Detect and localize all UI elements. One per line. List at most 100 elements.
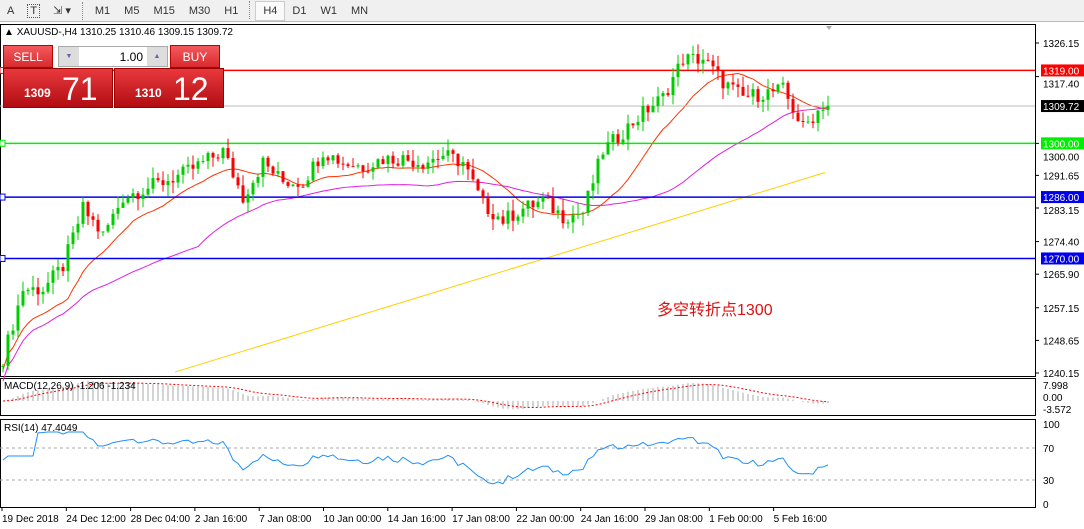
candle-body <box>791 98 795 113</box>
candle-body <box>186 164 190 167</box>
buy-price-pips: 12 <box>173 71 209 107</box>
candle-body <box>456 153 460 167</box>
chart-annotation: 多空转折点1300 <box>657 302 773 319</box>
timeframe-h4[interactable]: H4 <box>255 0 286 21</box>
candle-body <box>341 163 345 165</box>
candle-body <box>36 287 40 295</box>
candle-body <box>636 121 640 126</box>
sell-button[interactable]: SELL <box>3 45 53 68</box>
separator <box>249 0 251 19</box>
candle-body <box>596 158 600 184</box>
candle-body <box>496 216 500 220</box>
candle-body <box>251 182 255 195</box>
timeframe-m15[interactable]: M15 <box>153 4 175 17</box>
sell-price-button[interactable]: 1309 71 <box>3 68 113 108</box>
x-tick-label: 24 Dec 12:00 <box>66 514 126 525</box>
candle-body <box>726 82 730 89</box>
candle-body <box>31 287 35 290</box>
candle-body <box>286 182 290 186</box>
candle-body <box>381 159 385 165</box>
timeframe-d1[interactable]: D1 <box>292 4 307 17</box>
lots-decrease-button[interactable]: ▼ <box>59 47 79 66</box>
price-chart[interactable]: 1326.15 1317.40 1300.00 1291.65 1283.15 1274.… <box>0 23 1084 529</box>
candle-body <box>471 169 475 180</box>
candle-body <box>811 121 815 123</box>
candle-body <box>631 123 635 126</box>
candle-body <box>411 160 415 167</box>
y-tick-label: 1248.65 <box>1043 336 1080 347</box>
arrows-tool-icon[interactable]: ⇲ ▾ <box>53 5 71 17</box>
timeframe-w1[interactable]: W1 <box>320 4 337 17</box>
y-tick-label: 1291.65 <box>1043 171 1080 182</box>
candle-body <box>676 63 680 78</box>
candle-body <box>101 231 105 233</box>
level-handle <box>0 254 6 262</box>
candle-body <box>651 105 655 113</box>
macd-panel-frame <box>0 378 1036 416</box>
candle-body <box>291 184 295 186</box>
x-tick-label: 1 Feb 00:00 <box>709 514 763 525</box>
lots-increase-button[interactable]: ▲ <box>147 47 167 66</box>
buy-button[interactable]: BUY <box>170 45 220 68</box>
text-tool-button[interactable]: A <box>7 4 15 17</box>
candle-body <box>531 200 535 208</box>
candle-body <box>766 89 770 100</box>
candle-body <box>226 148 230 158</box>
level-label-bg <box>1041 252 1084 265</box>
lots-input[interactable]: 1.00 <box>119 50 143 64</box>
current-price-label: 1309.72 <box>1043 102 1080 113</box>
candle-body <box>446 150 450 156</box>
x-tick-label: 19 Dec 2018 <box>2 514 59 525</box>
candle-body <box>271 166 275 174</box>
candle-body <box>616 134 620 143</box>
candle-body <box>546 197 550 199</box>
candle-body <box>126 197 130 203</box>
timeframe-h1[interactable]: H1 <box>224 4 239 17</box>
candle-body <box>516 216 520 221</box>
candle-body <box>1 365 5 367</box>
timeframe-m5[interactable]: M5 <box>124 4 140 17</box>
fast-moving-average <box>2 73 829 370</box>
macd-tick-label: 0.00 <box>1043 393 1063 404</box>
candle-body <box>661 93 665 97</box>
candle-body <box>721 70 725 89</box>
candle-body <box>746 95 750 97</box>
lots-stepper[interactable]: ▼ 1.00 ▲ <box>58 46 168 67</box>
y-tick-label: 1274.40 <box>1043 238 1080 249</box>
macd-signal-line <box>2 382 829 408</box>
candle-body <box>6 334 10 366</box>
timeframe-mn[interactable]: MN <box>350 4 369 17</box>
candle-body <box>731 82 735 85</box>
level-handle <box>0 139 6 147</box>
candle-body <box>711 60 715 67</box>
text-label-tool-button[interactable]: T <box>27 3 41 18</box>
candle-body <box>566 222 570 224</box>
candle-body <box>331 155 335 161</box>
candle-body <box>121 202 125 208</box>
candle-body <box>336 155 340 164</box>
candle-body <box>71 232 75 245</box>
candle-body <box>481 190 485 199</box>
candle-body <box>781 82 785 85</box>
candle-body <box>401 155 405 166</box>
timeframe-m30[interactable]: M30 <box>188 4 211 17</box>
candle-body <box>231 157 235 178</box>
candle-body <box>716 66 720 71</box>
candle-body <box>106 224 110 232</box>
candle-body <box>191 164 195 169</box>
candle-body <box>416 164 420 167</box>
macd-tick-label: 7.998 <box>1043 381 1068 392</box>
timeframe-m1[interactable]: M1 <box>94 4 111 17</box>
y-tick-label: 1326.15 <box>1043 39 1080 50</box>
candle-body <box>46 282 50 292</box>
toolbar: A T ⇲ ▾ M1 M5 M15 M30 H1 H4 D1 W1 MN <box>0 0 1084 22</box>
candle-body <box>466 162 470 170</box>
buy-price-button[interactable]: 1310 12 <box>114 68 224 108</box>
rsi-tick-label: 0 <box>1043 500 1049 511</box>
candle-body <box>666 93 670 96</box>
candle-body <box>656 96 660 106</box>
candle-body <box>111 213 115 225</box>
candle-body <box>571 214 575 223</box>
candle-body <box>86 202 90 217</box>
candle-body <box>211 152 215 158</box>
